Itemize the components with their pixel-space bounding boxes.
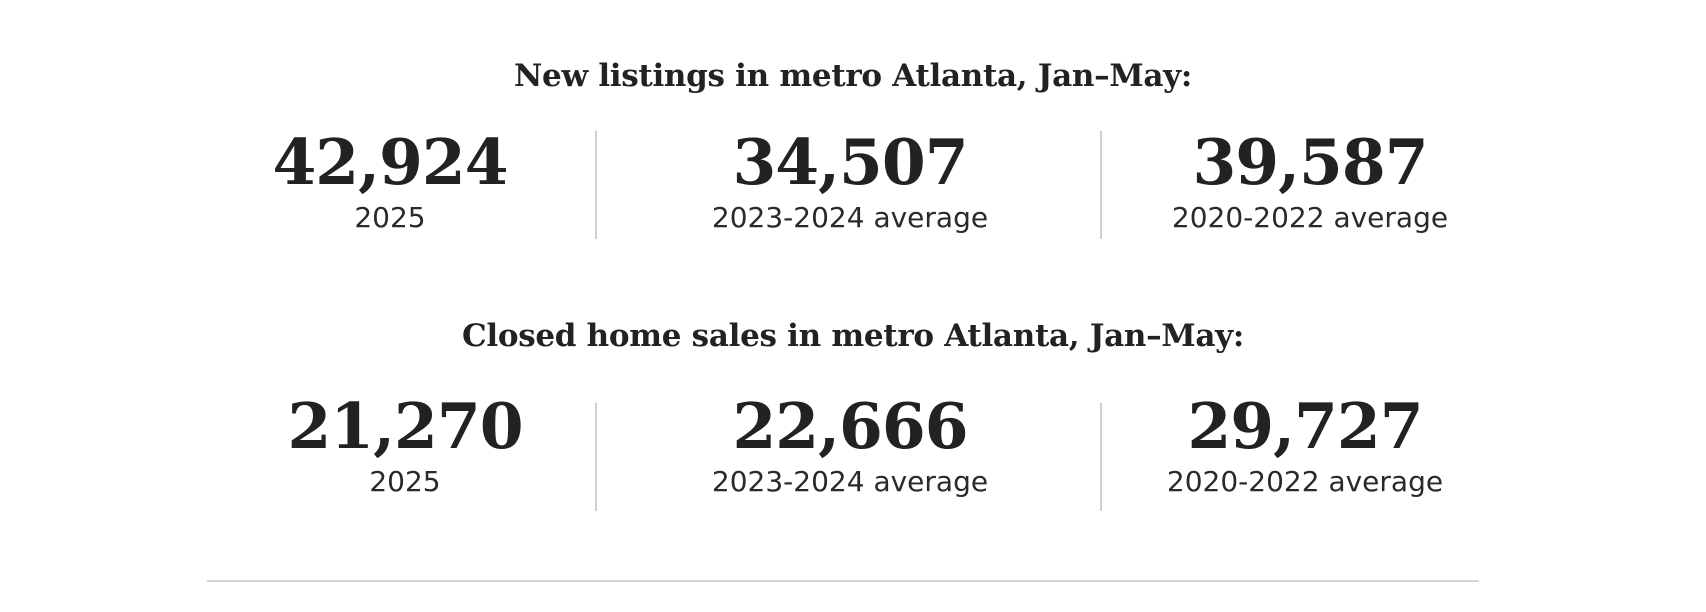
new-listings-stat-2025: 42,924 2025	[235, 124, 545, 236]
column-divider	[1100, 131, 1102, 239]
stat-value: 22,666	[732, 389, 968, 463]
closed-sales-stat-2020-2022: 29,727 2020-2022 average	[1155, 388, 1455, 500]
bottom-divider-rule	[207, 580, 1479, 582]
stat-value: 34,507	[732, 125, 968, 199]
new-listings-stat-2023-2024: 34,507 2023-2024 average	[700, 124, 1000, 236]
stat-value: 29,727	[1187, 389, 1423, 463]
stat-label: 2023-2024 average	[711, 465, 989, 498]
column-divider	[1100, 403, 1102, 511]
column-divider	[595, 131, 597, 239]
closed-sales-heading: Closed home sales in metro Atlanta, Jan–…	[461, 318, 1244, 354]
stat-value: 21,270	[287, 389, 523, 463]
stat-label: 2025	[369, 465, 441, 498]
new-listings-heading: New listings in metro Atlanta, Jan–May:	[513, 58, 1193, 94]
stat-label: 2025	[354, 201, 426, 234]
stat-label: 2020-2022 average	[1166, 465, 1444, 498]
closed-sales-stat-2025: 21,270 2025	[250, 388, 560, 500]
stat-value: 39,587	[1192, 125, 1428, 199]
new-listings-stat-2020-2022: 39,587 2020-2022 average	[1160, 124, 1460, 236]
column-divider	[595, 403, 597, 511]
stat-label: 2023-2024 average	[711, 201, 989, 234]
closed-sales-stat-2023-2024: 22,666 2023-2024 average	[700, 388, 1000, 500]
stat-value: 42,924	[272, 125, 508, 199]
stat-label: 2020-2022 average	[1171, 201, 1449, 234]
